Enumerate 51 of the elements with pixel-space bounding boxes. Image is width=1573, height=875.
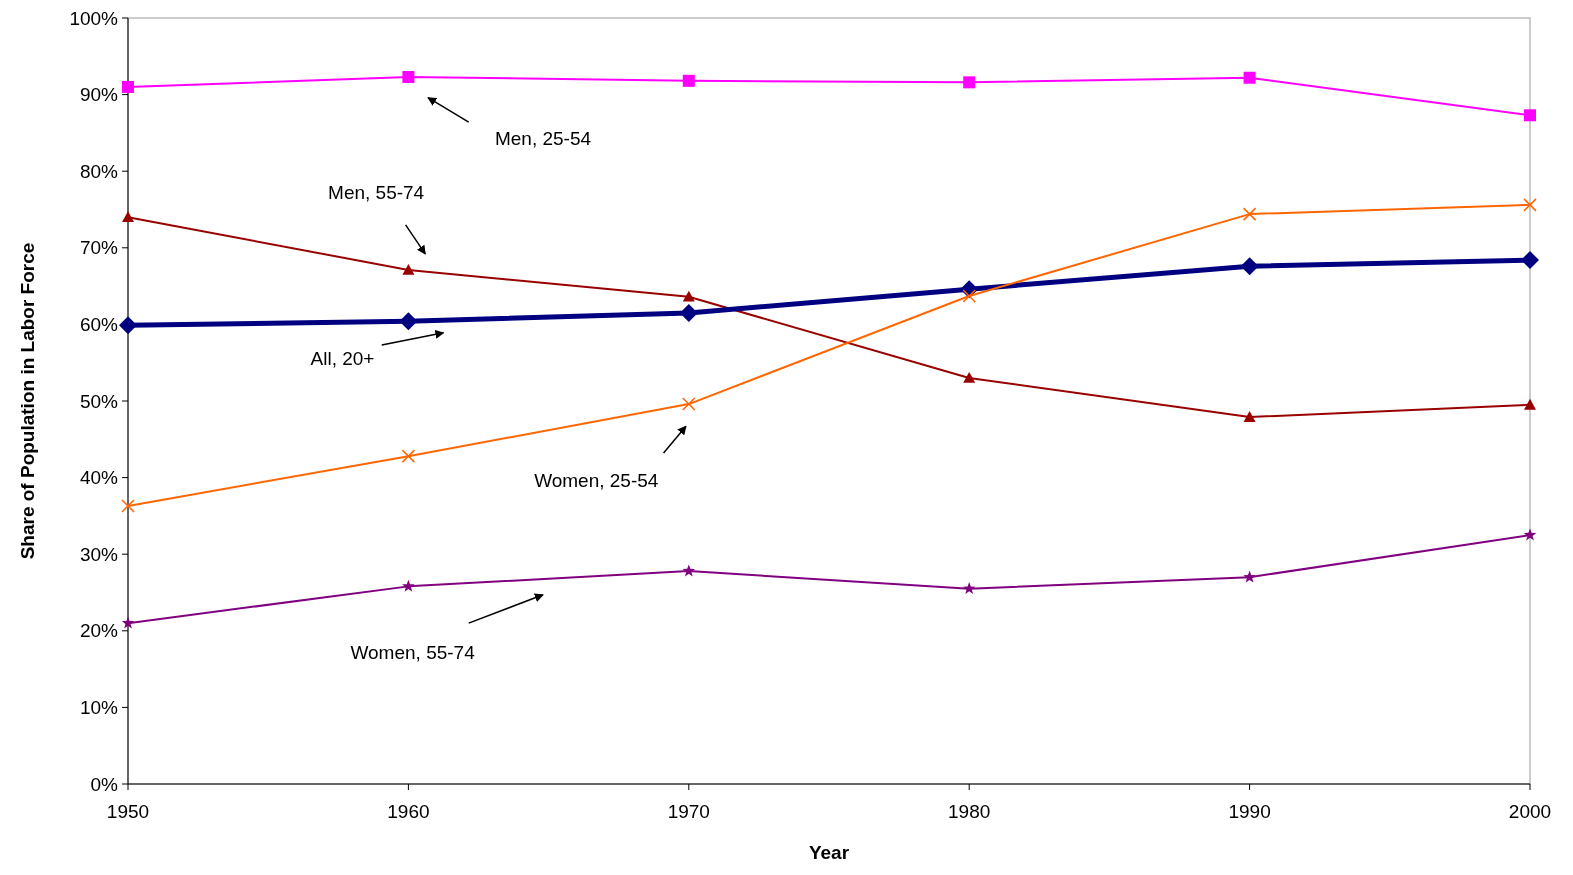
y-tick-label: 0% bbox=[90, 773, 119, 795]
x-tick-label: 1960 bbox=[387, 801, 430, 822]
x-tick-label: 1990 bbox=[1228, 801, 1271, 822]
point bbox=[119, 316, 137, 335]
point bbox=[401, 449, 416, 463]
point bbox=[122, 80, 134, 93]
point bbox=[121, 499, 135, 513]
point bbox=[1521, 251, 1539, 270]
point bbox=[399, 312, 418, 331]
point bbox=[682, 397, 696, 411]
y-tick-label: 40% bbox=[79, 467, 119, 489]
y-tick-label: 60% bbox=[79, 314, 119, 336]
point bbox=[682, 564, 696, 577]
y-tick-label: 100% bbox=[69, 7, 119, 29]
point bbox=[682, 290, 695, 302]
x-axis-title: Year bbox=[808, 842, 850, 863]
y-tick-label: 80% bbox=[79, 160, 119, 182]
y-axis-title: Share of Population in Labor Force bbox=[17, 242, 38, 560]
y-tick-label: 20% bbox=[79, 620, 119, 642]
point bbox=[402, 70, 415, 83]
y-tick-label: 50% bbox=[79, 390, 119, 412]
x-tick-label: 2000 bbox=[1508, 801, 1552, 822]
point bbox=[402, 579, 415, 592]
text: Men, 25-54 bbox=[494, 127, 592, 149]
point bbox=[1242, 207, 1257, 221]
point bbox=[122, 211, 134, 222]
y-tick-label: 70% bbox=[79, 237, 119, 259]
point bbox=[963, 76, 976, 89]
point bbox=[1524, 109, 1536, 122]
point bbox=[1240, 257, 1259, 276]
point bbox=[1523, 528, 1537, 541]
series-label: All, 20+ bbox=[310, 347, 375, 369]
point bbox=[1523, 198, 1537, 212]
y-tick-label: 30% bbox=[79, 543, 119, 565]
y-tick-label: 90% bbox=[79, 84, 119, 106]
text: Men, 55-74 bbox=[328, 181, 425, 203]
point bbox=[1524, 398, 1536, 410]
x-tick-label: 1970 bbox=[667, 801, 710, 822]
point bbox=[1243, 411, 1256, 422]
point bbox=[682, 74, 695, 87]
text: Women, 55-74 bbox=[350, 641, 476, 663]
x-tick-label: 1950 bbox=[106, 801, 150, 822]
point bbox=[1243, 570, 1256, 583]
y-tick-label: 10% bbox=[79, 697, 119, 719]
point bbox=[962, 582, 976, 595]
point bbox=[121, 616, 135, 629]
series-label: Women, 25-54 bbox=[534, 469, 659, 491]
point bbox=[963, 372, 976, 383]
point bbox=[402, 264, 415, 275]
point bbox=[1243, 71, 1256, 84]
x-tick-label: 1980 bbox=[948, 801, 991, 822]
